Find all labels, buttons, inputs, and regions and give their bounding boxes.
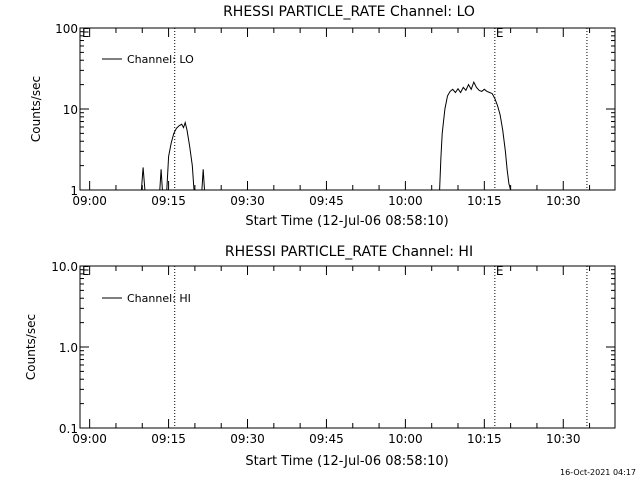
x-tick-label: 10:30 [546,194,581,208]
y-axis-label: Counts/sec [29,76,43,142]
x-axis-label: Start Time (12-Jul-06 08:58:10) [245,214,448,229]
x-tick-label: 10:00 [388,432,423,446]
y-tick-label: 1 [70,184,78,198]
chart-title: RHESSI PARTICLE_RATE Channel: HI [225,244,473,260]
x-tick-label: 09:45 [309,432,344,446]
y-tick-label: 1.0 [59,341,78,355]
y-tick-label: 0.1 [59,422,78,436]
x-ticks: 09:00 09:15 09:30 09:45 10:00 10:15 10:30 [72,266,591,446]
x-tick-label: 09:30 [230,194,265,208]
x-tick-label: 10:00 [388,194,423,208]
x-tick-label: 10:30 [546,432,581,446]
x-tick-label: 10:15 [467,194,502,208]
x-tick-label: 09:15 [151,432,186,446]
x-tick-label: 09:30 [230,432,265,446]
chart-title: RHESSI PARTICLE_RATE Channel: LO [223,4,475,20]
y-axis-label: Counts/sec [24,314,38,380]
x-ticks: 09:00 09:15 09:30 09:45 10:00 10:15 10:30 [72,28,591,208]
x-tick-label: 09:00 [72,432,107,446]
marker-label: E [496,26,504,40]
chart-panel-hi: RHESSI PARTICLE_RATE Channel: HI Counts/… [24,244,616,469]
marker-lines: E [174,264,588,428]
legend-label: Channel: HI [127,292,191,305]
marker-lines: E [174,26,588,190]
y-ticks: 0.1 1.0 10.0 [51,260,615,436]
marker-label: E [496,264,504,278]
x-tick-label: 10:15 [467,432,502,446]
x-axis-label: Start Time (12-Jul-06 08:58:10) [245,454,448,469]
x-tick-label: 09:45 [309,194,344,208]
edge-label-e: E [82,264,90,278]
footer-timestamp: 16-Oct-2021 04:17 [560,468,636,477]
edge-label-e: E [82,26,90,40]
series-line [140,80,512,191]
x-tick-label: 09:15 [151,194,186,208]
y-tick-label: 10 [63,103,78,117]
y-tick-label: 10.0 [51,260,78,274]
x-tick-label: 09:00 [72,194,107,208]
y-ticks: 1 10 100 [55,22,615,198]
legend-label: Channel: LO [127,53,194,66]
chart-panel-lo: RHESSI PARTICLE_RATE Channel: LO Counts/… [29,4,616,229]
y-tick-label: 100 [55,22,78,36]
series-lines [140,80,512,191]
